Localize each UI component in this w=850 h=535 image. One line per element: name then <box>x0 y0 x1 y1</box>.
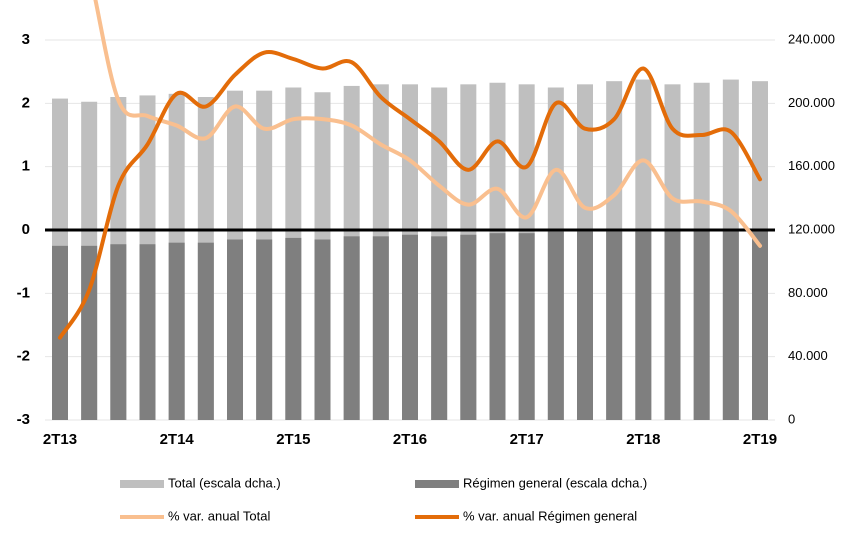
bar <box>52 245 68 420</box>
legend-label: Total (escala dcha.) <box>168 475 281 490</box>
x-tick-label: 2T13 <box>43 431 77 448</box>
bar <box>460 234 477 420</box>
legend-swatch <box>415 480 459 488</box>
bar <box>139 244 156 420</box>
bar <box>285 237 302 420</box>
bar <box>693 230 710 420</box>
y2-tick-label: 160.000 <box>788 158 835 173</box>
bar <box>81 245 98 420</box>
legend-swatch <box>120 480 164 488</box>
y2-tick-label: 0 <box>788 411 795 426</box>
bar <box>227 239 243 420</box>
bar <box>431 236 448 420</box>
x-tick-label: 2T18 <box>626 431 660 448</box>
y-tick-label: 3 <box>22 31 30 48</box>
bar <box>256 239 273 420</box>
bar <box>402 234 418 420</box>
bar <box>518 233 535 420</box>
x-tick-label: 2T14 <box>160 431 195 448</box>
bar <box>343 236 360 420</box>
bar <box>489 233 506 420</box>
y2-tick-label: 80.000 <box>788 285 828 300</box>
x-tick-label: 2T15 <box>276 431 310 448</box>
y-tick-label: -3 <box>17 411 30 428</box>
bar <box>110 244 127 420</box>
bar <box>577 231 593 420</box>
legend-label: % var. anual Total <box>168 508 270 523</box>
x-tick-label: 2T16 <box>393 431 427 448</box>
bar <box>635 231 652 420</box>
y2-tick-label: 200.000 <box>788 95 835 110</box>
bar <box>547 231 564 420</box>
legend-label: Régimen general (escala dcha.) <box>463 475 647 490</box>
y-tick-label: 2 <box>22 94 30 111</box>
y-tick-label: -2 <box>17 348 30 365</box>
bar <box>664 230 681 420</box>
y2-tick-label: 240.000 <box>788 31 835 46</box>
line <box>58 50 762 340</box>
y-tick-label: 1 <box>22 158 30 175</box>
bar <box>197 242 214 420</box>
bar <box>722 230 739 420</box>
bar <box>168 242 185 420</box>
y2-tick-label: 40.000 <box>788 348 828 363</box>
x-tick-label: 2T19 <box>743 431 777 448</box>
x-tick-label: 2T17 <box>510 431 544 448</box>
bar <box>752 230 768 420</box>
bar <box>606 231 623 420</box>
y2-tick-label: 120.000 <box>788 221 835 236</box>
y-tick-label: 0 <box>22 221 30 238</box>
bar <box>372 236 389 420</box>
bar <box>314 239 331 420</box>
y-tick-label: -1 <box>17 284 30 301</box>
legend-label: % var. anual Régimen general <box>463 508 637 523</box>
lines <box>58 0 762 340</box>
line <box>93 0 762 248</box>
